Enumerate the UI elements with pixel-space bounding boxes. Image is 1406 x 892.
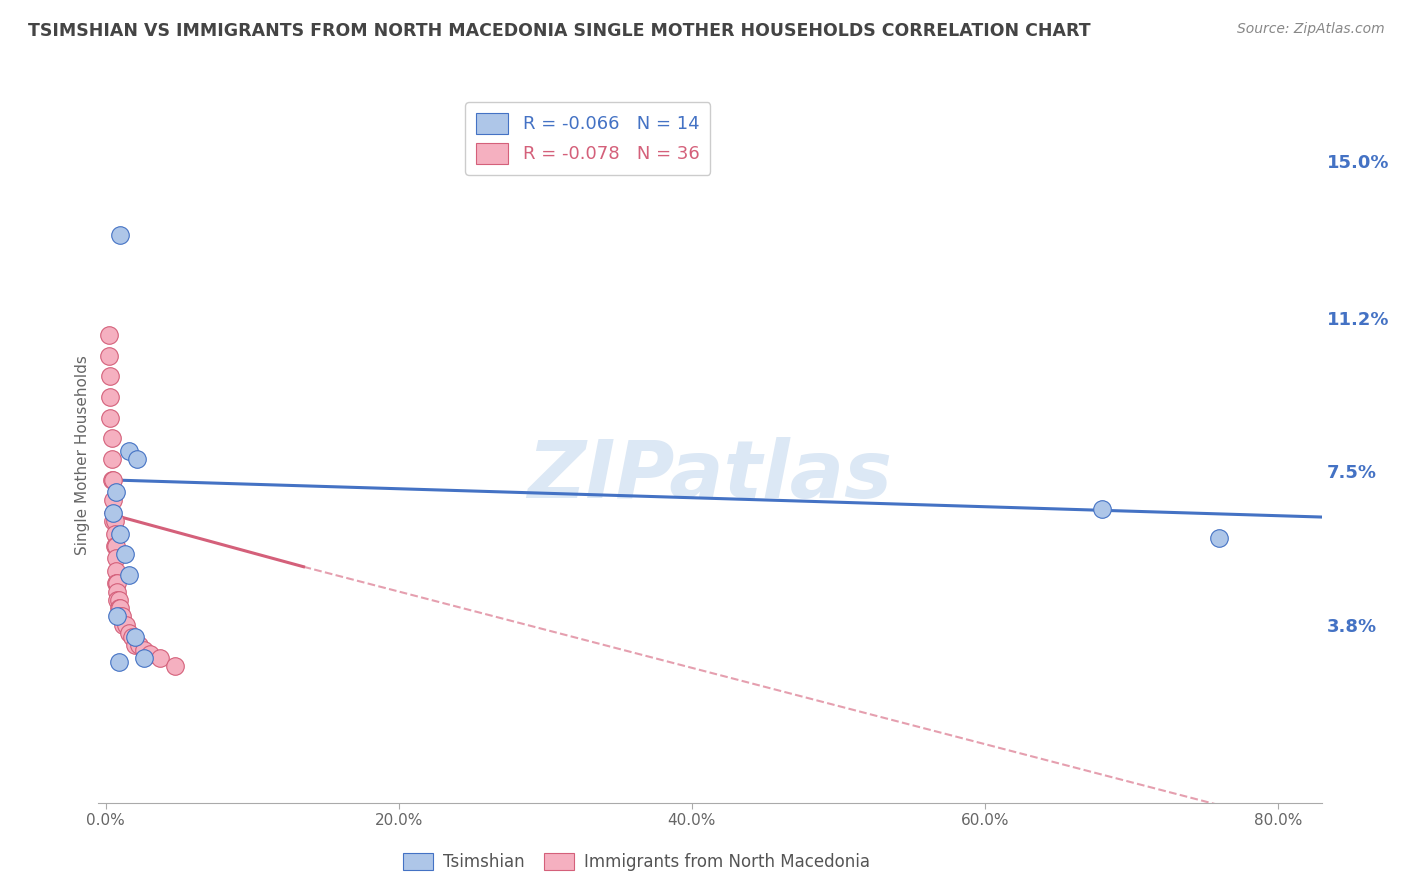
- Point: [125, 452, 148, 467]
- Point: [105, 564, 128, 578]
- Point: [149, 651, 172, 665]
- Text: ZIPatlas: ZIPatlas: [527, 437, 893, 515]
- Point: [105, 576, 128, 591]
- Point: [101, 473, 124, 487]
- Point: [1091, 501, 1114, 516]
- Point: [138, 647, 160, 661]
- Point: [108, 593, 131, 607]
- Point: [110, 601, 132, 615]
- Point: [100, 431, 122, 445]
- Point: [115, 617, 138, 632]
- Point: [101, 506, 124, 520]
- Point: [101, 493, 124, 508]
- Text: TSIMSHIAN VS IMMIGRANTS FROM NORTH MACEDONIA SINGLE MOTHER HOUSEHOLDS CORRELATIO: TSIMSHIAN VS IMMIGRANTS FROM NORTH MACED…: [28, 22, 1091, 40]
- Point: [110, 609, 132, 624]
- Text: Source: ZipAtlas.com: Source: ZipAtlas.com: [1237, 22, 1385, 37]
- Point: [98, 390, 121, 404]
- Point: [132, 651, 155, 665]
- Point: [124, 630, 146, 644]
- Point: [118, 443, 141, 458]
- Point: [100, 452, 122, 467]
- Point: [107, 609, 129, 624]
- Point: [121, 630, 143, 644]
- Point: [98, 369, 121, 384]
- Point: [111, 609, 134, 624]
- Legend: Tsimshian, Immigrants from North Macedonia: Tsimshian, Immigrants from North Macedon…: [396, 847, 877, 878]
- Point: [105, 539, 128, 553]
- Point: [1208, 531, 1230, 545]
- Point: [103, 526, 125, 541]
- Point: [110, 228, 132, 243]
- Point: [98, 410, 121, 425]
- Point: [118, 626, 141, 640]
- Point: [112, 617, 135, 632]
- Point: [124, 639, 146, 653]
- Point: [103, 539, 125, 553]
- Point: [103, 514, 125, 528]
- Point: [107, 584, 129, 599]
- Point: [108, 601, 131, 615]
- Point: [114, 547, 136, 561]
- Point: [97, 327, 120, 342]
- Point: [105, 551, 128, 566]
- Point: [132, 642, 155, 657]
- Point: [118, 568, 141, 582]
- Point: [101, 514, 124, 528]
- Point: [100, 473, 122, 487]
- Y-axis label: Single Mother Households: Single Mother Households: [75, 355, 90, 555]
- Point: [163, 659, 186, 673]
- Point: [107, 576, 129, 591]
- Point: [105, 485, 128, 500]
- Point: [107, 593, 129, 607]
- Point: [108, 655, 131, 669]
- Point: [97, 349, 120, 363]
- Point: [128, 639, 150, 653]
- Point: [110, 526, 132, 541]
